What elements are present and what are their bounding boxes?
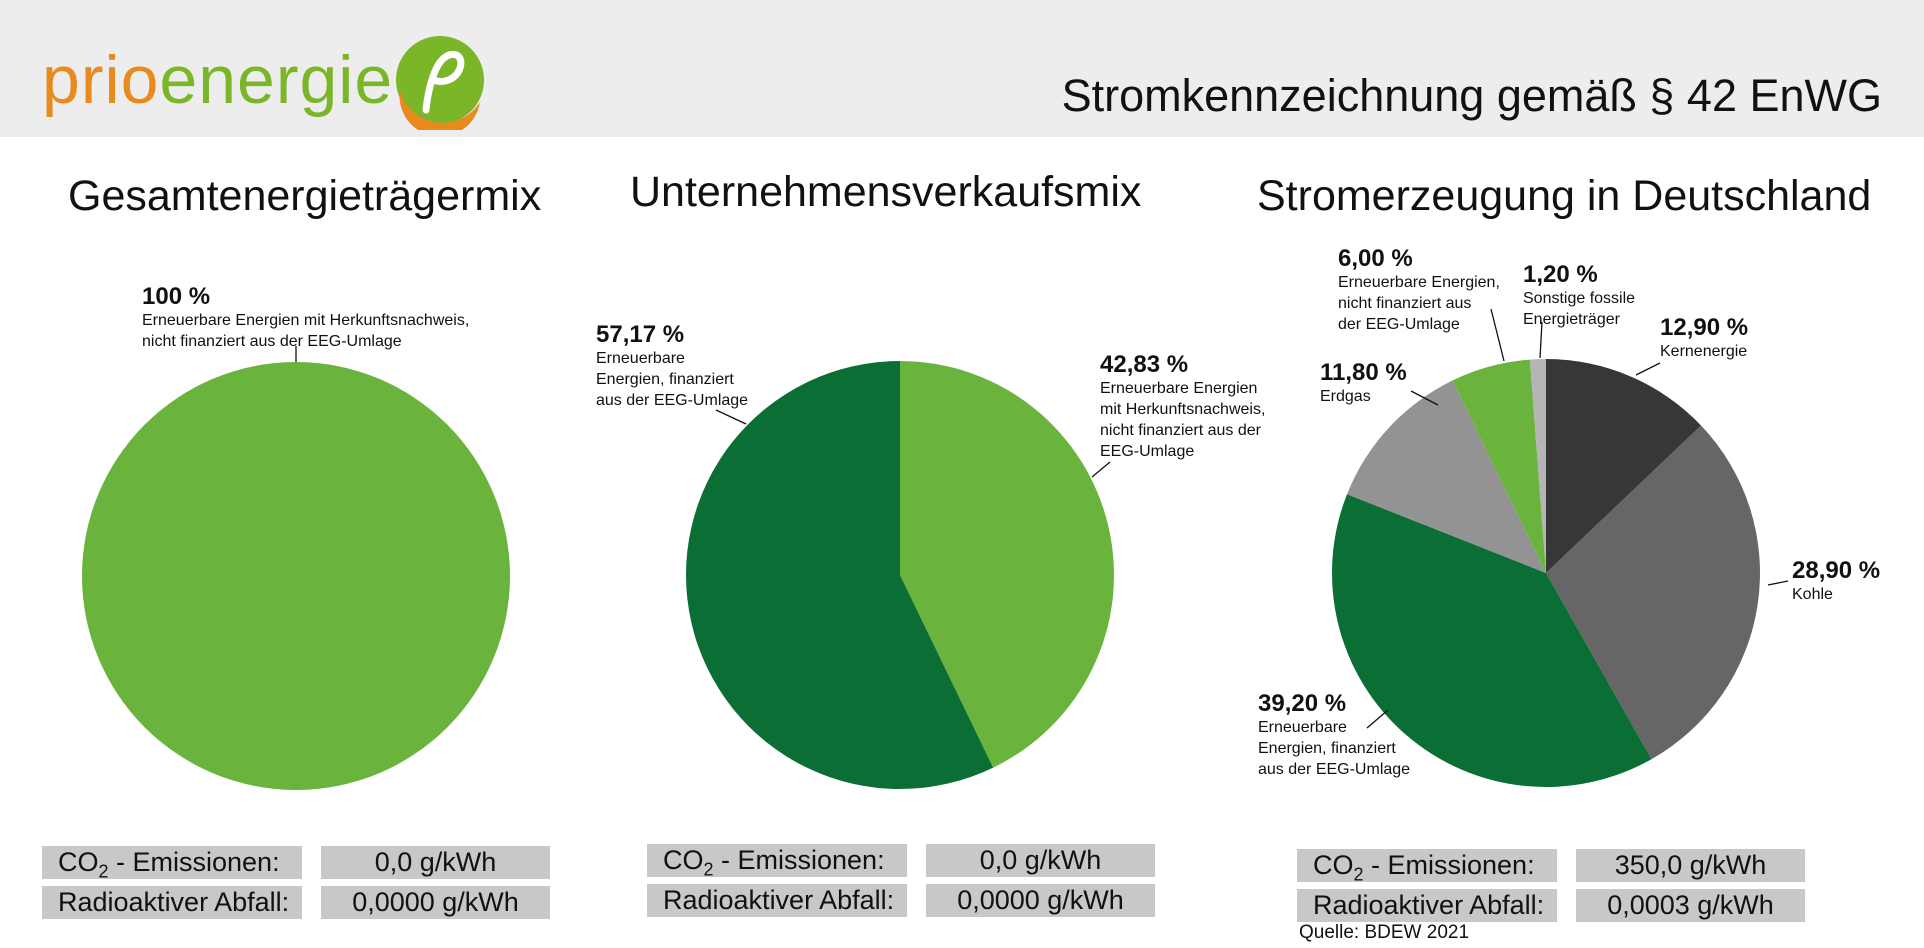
leader-line <box>1539 321 1543 359</box>
waste-label: Radioaktiver Abfall: <box>42 886 302 919</box>
slice-pct: 12,90 % <box>1660 314 1749 341</box>
slice-pct: 39,20 % <box>1258 690 1347 717</box>
co2-label: CO2 - Emissionen: <box>1297 849 1557 885</box>
leader-line <box>715 409 747 425</box>
pie-slice-2-3 <box>1347 380 1546 573</box>
co2-label-sub: 2 <box>98 861 109 882</box>
pie-gesamtmix <box>82 362 510 790</box>
chart-title-unternehmen: Unternehmensverkaufsmix <box>630 168 1142 216</box>
leader-line <box>1410 390 1439 406</box>
pie-slice-2-1 <box>1546 425 1761 760</box>
chart-title-deutschland: Stromerzeugung in Deutschland <box>1257 172 1872 220</box>
slice-desc: Sonstige fossile Energieträger <box>1523 290 1636 328</box>
slice-desc: Erneuerbare Energien, finanziert aus der… <box>596 350 749 409</box>
co2-label: CO2 - Emissionen: <box>42 846 302 882</box>
co2-value: 350,0 g/kWh <box>1576 849 1805 882</box>
brand-logo-icon <box>396 36 484 130</box>
slice-label-de-erneuerbar-nicht-eeg: 6,00 % Erneuerbare Energien, nicht finan… <box>1338 246 1500 335</box>
document-title: Stromkennzeichnung gemäß § 42 EnWG <box>1061 70 1882 121</box>
slice-desc: Erdgas <box>1320 388 1371 405</box>
brand-wordmark-energie: energie <box>159 42 394 118</box>
waste-value: 0,0000 g/kWh <box>321 886 550 919</box>
waste-value: 0,0003 g/kWh <box>1576 889 1805 922</box>
waste-value: 0,0000 g/kWh <box>926 884 1155 917</box>
brand-wordmark-prio: prio <box>42 42 160 118</box>
slice-desc: Kohle <box>1792 586 1833 603</box>
co2-label-sub: 2 <box>1353 864 1364 885</box>
pie-slice-1-0 <box>900 361 1115 768</box>
header-bar: prioenergie Stromkennzeichnung gemäß § 4… <box>0 0 1924 137</box>
pie-slice-2-2 <box>1332 494 1652 787</box>
pie-slice-2-0 <box>1546 359 1702 573</box>
slice-label-de-sonstige: 1,20 % Sonstige fossile Energieträger <box>1523 262 1635 330</box>
pie-slice-2-4 <box>1452 359 1546 573</box>
co2-label-pre: CO <box>58 847 99 877</box>
pie-deutschland <box>1332 359 1761 787</box>
co2-label-post: - Emissionen: <box>108 847 280 877</box>
slice-pct: 42,83 % <box>1100 351 1189 378</box>
slice-desc: Kernenergie <box>1660 343 1748 360</box>
leader-line <box>1366 709 1389 729</box>
slice-label-de-erneuerbar-eeg: 39,20 % Erneuerbare Energien, finanziert… <box>1258 691 1410 780</box>
leader-line <box>1091 461 1111 478</box>
slice-label-verkauf-eeg: 57,17 % Erneuerbare Energien, finanziert… <box>596 322 748 411</box>
leader-line <box>1767 580 1789 586</box>
slice-desc: Erneuerbare Energien mit Herkunftsnachwe… <box>1100 380 1266 460</box>
slice-pct: 11,80 % <box>1320 359 1407 386</box>
waste-label: Radioaktiver Abfall: <box>1297 889 1557 922</box>
brand-wordmark: prioenergie <box>42 40 393 120</box>
co2-value: 0,0 g/kWh <box>926 844 1155 877</box>
slice-desc: Erneuerbare Energien, finanziert aus der… <box>1258 719 1411 778</box>
chart-title-gesamt: Gesamtenergieträgermix <box>68 172 542 220</box>
source-note: Quelle: BDEW 2021 <box>1299 922 1470 943</box>
co2-label-pre: CO <box>663 845 704 875</box>
pie-slice-2-5 <box>1529 359 1546 573</box>
co2-label: CO2 - Emissionen: <box>647 844 907 880</box>
leader-lines <box>295 308 1789 729</box>
co2-value: 0,0 g/kWh <box>321 846 550 879</box>
pie-slice-0-0 <box>82 362 510 790</box>
slice-label-gesamt-erneuerbar: 100 % Erneuerbare Energien mit Herkunfts… <box>142 284 469 352</box>
co2-label-post: - Emissionen: <box>713 845 885 875</box>
slice-desc: Erneuerbare Energien mit Herkunftsnachwe… <box>142 312 470 350</box>
slice-label-de-kernenergie: 12,90 % Kernenergie <box>1660 315 1748 362</box>
waste-label: Radioaktiver Abfall: <box>647 884 907 917</box>
slice-label-de-erdgas: 11,80 % Erdgas <box>1320 360 1407 407</box>
pie-verkaufsmix <box>686 361 1115 789</box>
leader-line <box>1490 308 1505 362</box>
slice-pct: 57,17 % <box>596 321 685 348</box>
slice-pct: 100 % <box>142 283 211 310</box>
slice-label-verkauf-herkunft: 42,83 % Erneuerbare Energien mit Herkunf… <box>1100 352 1265 462</box>
co2-label-pre: CO <box>1313 850 1354 880</box>
co2-label-post: - Emissionen: <box>1363 850 1535 880</box>
pie-slice-1-1 <box>686 361 994 789</box>
slice-label-de-kohle: 28,90 % Kohle <box>1792 558 1880 605</box>
co2-label-sub: 2 <box>703 859 714 880</box>
slice-pct: 28,90 % <box>1792 557 1881 584</box>
slice-pct: 6,00 % <box>1338 245 1413 272</box>
slice-pct: 1,20 % <box>1523 261 1598 288</box>
leader-line <box>1635 362 1661 376</box>
slice-desc: Erneuerbare Energien, nicht finanziert a… <box>1338 274 1500 333</box>
